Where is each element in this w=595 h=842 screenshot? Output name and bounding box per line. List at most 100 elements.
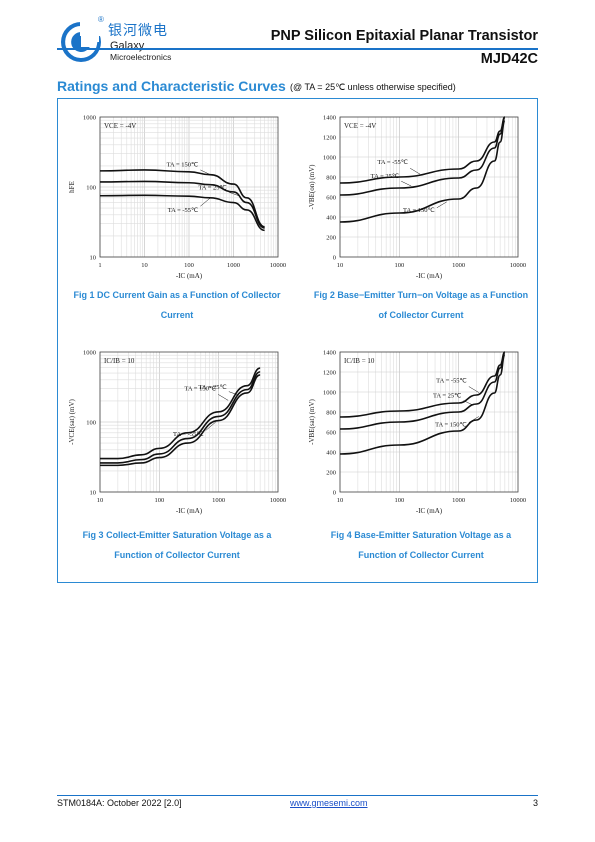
series-label: TA = -55℃ <box>436 378 467 385</box>
caption-fig3-line2: Function of Collector Current <box>114 550 240 560</box>
x-tick-label: 100 <box>394 262 404 269</box>
y-tick-label: 100 <box>86 420 96 427</box>
grid <box>99 117 278 258</box>
x-axis-label: -IC (mA) <box>416 272 443 280</box>
caption-fig4: Fig 4 Base-Emitter Saturation Voltage as… <box>301 525 541 565</box>
x-axis-label: -IC (mA) <box>416 507 443 515</box>
plot-border <box>99 116 279 258</box>
plot-border <box>99 351 279 493</box>
y-tick-label: 400 <box>326 215 336 222</box>
caption-fig1-line1: Fig 1 DC Current Gain as a Function of C… <box>73 290 281 300</box>
caption-fig3: Fig 3 Collect-Emitter Saturation Voltage… <box>57 525 297 565</box>
x-tick-label: 10 <box>97 497 104 504</box>
series-label: TA = 150℃ <box>403 207 435 214</box>
grid <box>339 116 518 258</box>
x-axis-label: -IC (mA) <box>176 272 203 280</box>
x-tick-label: 100 <box>184 262 194 269</box>
series-label: TA = -55℃ <box>377 159 408 166</box>
plot-border <box>339 116 519 258</box>
y-tick-label: 10 <box>90 255 97 262</box>
y-axis-label: hFE <box>68 181 76 193</box>
footer-website-link[interactable]: www.gmesemi.com <box>290 798 368 808</box>
caption-fig2-line1: Fig 2 Base−Emitter Turn−on Voltage as a … <box>313 290 529 300</box>
y-tick-label: 800 <box>326 175 336 182</box>
y-tick-label: 200 <box>326 235 336 242</box>
series-leader <box>463 400 474 406</box>
section-title: Ratings and Characteristic Curves <box>57 78 286 94</box>
grid <box>339 351 518 493</box>
y-axis-label: -VCE(sat) (mV) <box>68 398 76 444</box>
footer-page-number: 3 <box>532 798 538 808</box>
caption-fig1-line2: Current <box>160 310 194 320</box>
x-axis-label: -IC (mA) <box>176 507 203 515</box>
y-tick-label: 800 <box>326 410 336 417</box>
series-leader <box>228 391 239 396</box>
series-label: TA = 25℃ <box>433 392 462 399</box>
y-tick-label: 400 <box>326 450 336 457</box>
x-tick-label: 10 <box>337 497 344 504</box>
y-tick-label: 1000 <box>83 115 96 122</box>
y-tick-label: 1200 <box>323 135 336 142</box>
caption-fig2-line2: of Collector Current <box>378 310 464 320</box>
y-tick-label: 1400 <box>323 115 336 122</box>
series-label: TA = -55℃ <box>168 207 199 214</box>
series-line <box>339 120 506 223</box>
test-condition: IC/IB = 10 <box>104 357 135 365</box>
series-line <box>99 180 265 229</box>
y-tick-label: 200 <box>326 470 336 477</box>
series-leader <box>401 180 412 187</box>
grid <box>99 352 278 493</box>
y-tick-label: 0 <box>333 490 336 497</box>
x-tick-label: 1000 <box>227 262 240 269</box>
y-tick-label: 0 <box>333 255 336 262</box>
series-line <box>339 117 506 196</box>
series-line <box>339 352 506 430</box>
series-leader <box>468 386 479 393</box>
x-tick-label: 1000 <box>452 262 465 269</box>
footer-divider <box>57 795 538 796</box>
registered-mark: ® <box>98 15 104 24</box>
caption-fig1: Fig 1 DC Current Gain as a Function of C… <box>57 285 297 325</box>
series-line <box>100 367 261 460</box>
galaxy-logo <box>61 22 104 62</box>
plot-border <box>339 351 519 493</box>
x-tick-label: 10000 <box>510 262 526 269</box>
series-line <box>339 116 506 184</box>
series-label: TA = 25℃ <box>371 173 400 180</box>
y-tick-label: 1000 <box>323 155 336 162</box>
y-tick-label: 1400 <box>323 350 336 357</box>
caption-fig4-line2: Function of Collector Current <box>358 550 484 560</box>
header-divider <box>57 48 538 50</box>
x-tick-label: 1000 <box>212 497 225 504</box>
series-line <box>100 374 261 467</box>
logo-subtitle: Microelectronics <box>110 52 172 62</box>
series-leader <box>468 416 479 423</box>
test-condition: IC/IB = 10 <box>344 357 375 365</box>
series-label: TA = -55℃ <box>173 431 204 438</box>
series-label: TA = 25℃ <box>198 185 227 192</box>
y-tick-label: 600 <box>326 430 336 437</box>
caption-fig4-line1: Fig 4 Base-Emitter Saturation Voltage as… <box>330 530 512 540</box>
figures-frame <box>57 98 538 583</box>
x-tick-label: 10000 <box>510 497 526 504</box>
series-leader <box>436 201 447 209</box>
series-line <box>339 351 506 418</box>
series-leader <box>200 169 211 175</box>
y-axis-label: -VBE(on) (mV) <box>308 164 316 210</box>
x-tick-label: 10 <box>337 262 344 269</box>
x-tick-label: 1 <box>98 262 101 269</box>
y-tick-label: 1200 <box>323 370 336 377</box>
series-label: TA = 150℃ <box>167 162 199 169</box>
x-tick-label: 10 <box>141 262 148 269</box>
x-tick-label: 100 <box>394 497 404 504</box>
part-number: MJD42C <box>480 51 538 67</box>
series-leader <box>200 197 211 207</box>
caption-fig3-line1: Fig 3 Collect-Emitter Saturation Voltage… <box>82 530 272 540</box>
y-tick-label: 600 <box>326 195 336 202</box>
y-tick-label: 1000 <box>83 350 96 357</box>
chart-fig3: 10 100 1000 10000 1000 100 10 -IC (mA) -VCE(sat)… <box>68 350 286 516</box>
series-leader <box>228 191 239 196</box>
series-line <box>100 371 261 464</box>
chart-fig4: 10 100 1000 10000 0 200 400 600 800 1000 1200 1400 -… <box>308 350 526 516</box>
